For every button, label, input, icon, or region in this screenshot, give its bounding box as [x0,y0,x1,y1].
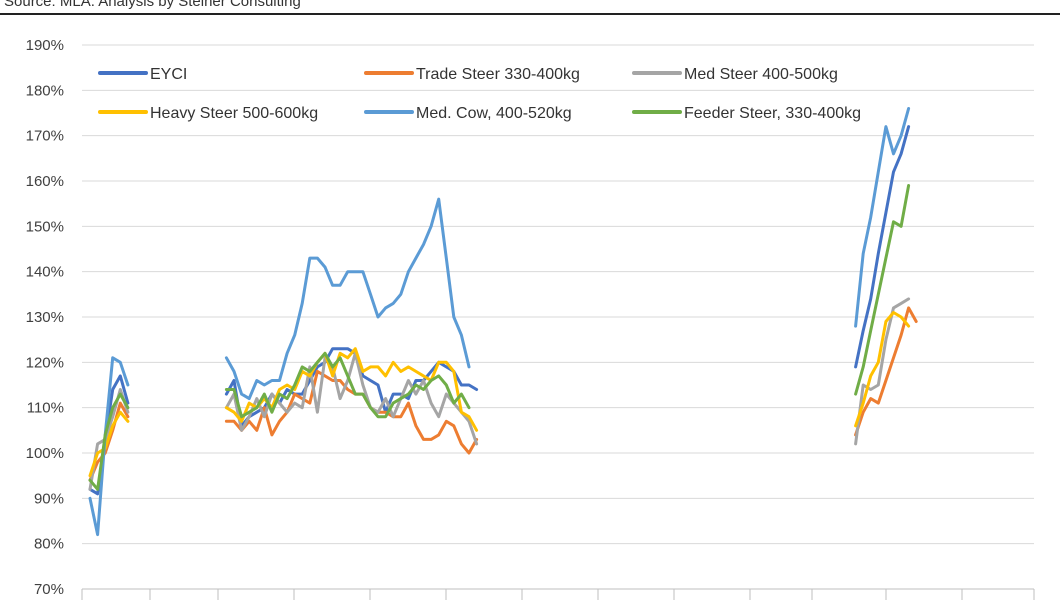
series-line [854,311,911,428]
y-tick-label: 190% [26,37,64,54]
legend-label: EYCI [150,66,187,83]
series-line [88,392,130,491]
y-tick-label: 100% [26,445,64,462]
series-line [88,356,130,537]
top-rule [0,13,1060,15]
series-line [88,374,130,496]
y-axis-tick-labels: 70% 80% 90% 100% 110% 120% 130% 140% 150% 160% 170… [26,37,64,598]
y-tick-label: 90% [34,490,64,507]
series-lines [88,107,918,537]
legend-label: Heavy Steer 500-600kg [150,105,318,122]
legend-label: Feeder Steer, 330-400kg [684,105,861,122]
source-note: Source: MLA. Analysis by Steiner Consult… [4,0,301,10]
y-tick-label: 150% [26,218,64,235]
y-tick-label: 180% [26,82,64,99]
y-tick-label: 70% [34,581,64,598]
legend-label: Med Steer 400-500kg [684,66,838,83]
y-tick-label: 80% [34,536,64,553]
series-line [224,369,479,455]
series-line [224,197,471,401]
y-tick-label: 130% [26,309,64,326]
y-tick-label: 160% [26,173,64,190]
legend-label: Med. Cow, 400-520kg [416,105,572,122]
legend: EYCI Trade Steer 330-400kg Med Steer 400-5… [98,66,861,122]
x-axis [81,589,1035,600]
legend-label: Trade Steer 330-400kg [416,66,580,83]
series-line [88,388,130,491]
series-line [854,184,911,396]
gridlines [82,44,1034,590]
y-tick-label: 170% [26,128,64,145]
series-line [854,306,918,437]
series-line [854,125,911,369]
series-line [88,410,130,478]
series-line [854,107,911,328]
y-tick-label: 110% [27,400,64,417]
series-line [224,351,471,419]
series-line [854,297,911,446]
y-tick-label: 140% [26,264,64,281]
y-tick-label: 120% [26,354,64,371]
